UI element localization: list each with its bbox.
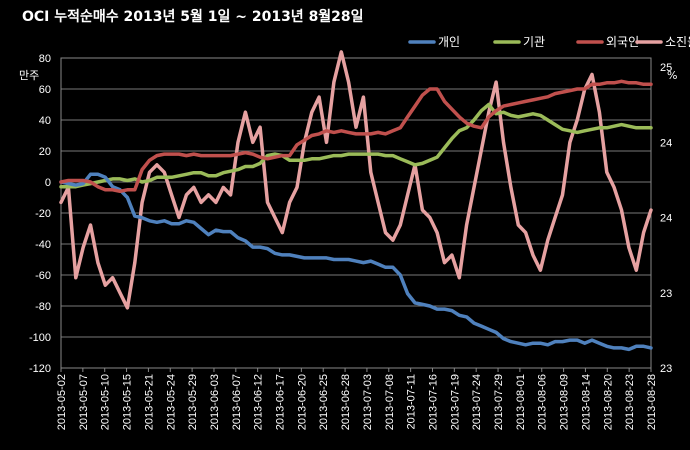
legend-label: 외국인 [606,35,639,49]
x-tick-label: 2013-05-02 [56,374,68,430]
y-tick-label: -60 [35,270,51,282]
x-tick-label: 2013-05-21 [143,374,155,430]
y2-tick-label: 24 [660,137,672,149]
y-tick-label: 0 [45,177,51,189]
x-tick-label: 2013-06-17 [275,374,287,430]
y-tick-label: -100 [29,332,51,344]
y-tick-label: 40 [39,115,51,127]
x-tick-label: 2013-06-28 [340,374,352,430]
series-lines [59,50,653,352]
x-tick-label: 2013-06-07 [231,374,243,430]
y-tick-label: 60 [39,84,51,96]
series-line-2 [59,79,653,194]
y2-tick-label: 24 [660,213,672,225]
x-tick-label: 2013-08-28 [646,374,658,430]
x-tick-label: 2013-07-03 [362,374,374,430]
x-tick-label: 2013-08-23 [624,374,636,430]
x-tick-label: 2013-07-24 [471,374,483,430]
series-line-3 [59,50,653,310]
x-tick-label: 2013-07-29 [493,374,505,430]
y-tick-label: -40 [35,239,51,251]
legend-label: 기관 [523,35,545,49]
x-tick-label: 2013-06-25 [318,374,330,430]
x-tick-label: 2013-08-14 [580,374,592,430]
x-tick-label: 2013-07-19 [449,374,461,430]
right-axis-unit: % [667,69,677,82]
x-tick-label: 2013-05-29 [187,374,199,430]
y-tick-label: -120 [29,363,51,375]
x-tick-label: 2013-07-08 [384,374,396,430]
legend-label: 소진율 [665,35,690,49]
x-tick-label: 2013-05-15 [122,374,134,430]
x-axis-ticks: 2013-05-02 2013-05-07 2013-05-10 2013-05-15… [56,368,658,430]
x-tick-label: 2013-07-11 [406,374,418,429]
y2-tick-label: 25 [660,62,672,74]
right-axis-ticks: 25 24 24 23 23 [660,62,672,375]
x-tick-label: 2013-06-12 [253,374,265,430]
x-tick-label: 2013-08-01 [515,374,527,430]
x-tick-label: 2013-08-09 [559,374,571,430]
x-tick-label: 2013-06-03 [209,374,221,430]
x-tick-label: 2013-08-06 [537,374,549,430]
gridlines [61,88,651,338]
x-tick-label: 2013-06-20 [296,374,308,430]
y2-tick-label: 23 [660,363,672,375]
y-tick-label: -20 [35,208,51,220]
x-tick-label: 2013-07-16 [427,374,439,430]
y-tick-label: 80 [39,53,51,65]
y2-tick-label: 23 [660,288,672,300]
x-tick-label: 2013-05-07 [78,374,90,430]
series-line-1 [59,102,653,189]
y-tick-label: 20 [39,146,51,158]
series-line-0 [59,172,653,352]
legend-label: 개인 [438,35,460,49]
x-tick-label: 2013-05-24 [165,374,177,430]
legend: 개인 기관 외국인 소진율 [408,35,690,49]
x-tick-label: 2013-08-20 [602,374,614,430]
x-tick-label: 2013-05-10 [100,374,112,430]
y-tick-label: -80 [35,301,51,313]
left-axis-ticks: 80 60 40 20 0 -20 -40 -60 -80 -100 -120 [29,53,51,375]
left-axis-unit: 만주 [19,69,39,82]
chart-title: OCI 누적순매수 2013년 5월 1일 ~ 2013년 8월28일 [22,8,364,25]
